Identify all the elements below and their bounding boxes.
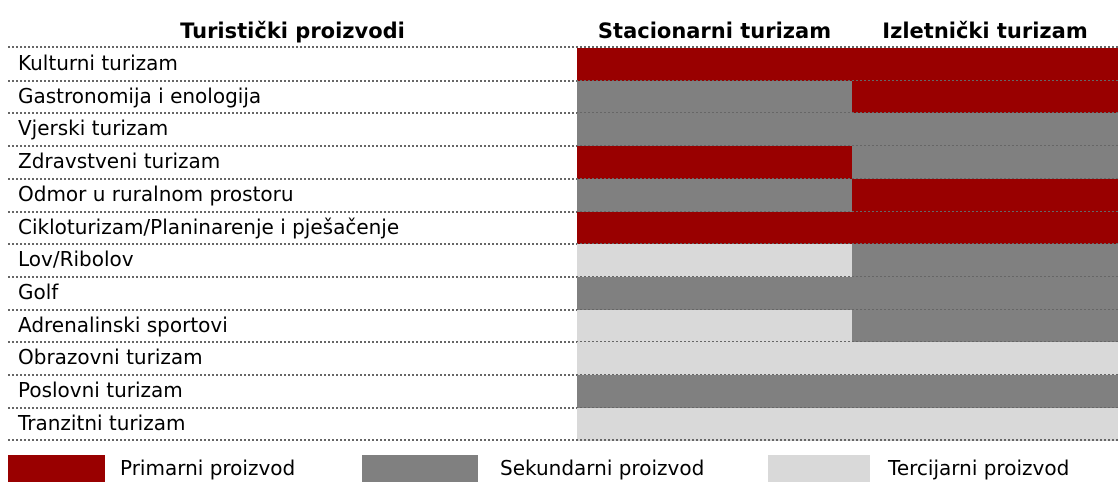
legend-label: Primarni proizvod xyxy=(120,456,296,480)
row-label: Lov/Ribolov xyxy=(18,247,134,272)
row-separator xyxy=(8,406,1118,409)
cell xyxy=(577,375,852,409)
cell xyxy=(852,146,1118,180)
row-separator xyxy=(8,177,1118,180)
cell xyxy=(577,48,852,82)
row-label: Odmor u ruralnom prostoru xyxy=(18,181,294,206)
cell xyxy=(577,276,852,311)
row-label: Gastronomija i enologija xyxy=(18,83,262,108)
row-label: Zdravstveni turizam xyxy=(18,149,221,174)
row-separator xyxy=(8,439,1118,442)
cell xyxy=(577,211,852,245)
cell xyxy=(577,146,852,180)
cell xyxy=(852,407,1118,441)
cell xyxy=(577,178,852,212)
row-separator xyxy=(8,145,1118,148)
cell xyxy=(852,309,1118,343)
cell xyxy=(577,113,852,147)
header-cell: Turistički proizvodi xyxy=(180,19,405,43)
cell xyxy=(852,113,1118,147)
row-label: Obrazovni turizam xyxy=(18,345,203,370)
row-separator xyxy=(8,46,1118,48)
cell xyxy=(577,309,852,343)
row-label: Golf xyxy=(18,279,59,304)
cell xyxy=(577,80,852,114)
row-separator xyxy=(8,374,1118,376)
row-label: Adrenalinski sportovi xyxy=(18,312,228,337)
row-separator xyxy=(8,275,1118,278)
legend-swatch xyxy=(768,455,870,482)
cell xyxy=(852,342,1118,376)
cell xyxy=(852,80,1118,114)
row-label: Kulturni turizam xyxy=(18,51,178,75)
cell xyxy=(577,407,852,441)
row-label: Tranzitni turizam xyxy=(18,410,186,435)
row-label: Vjerski turizam xyxy=(18,116,169,141)
legend-label: Tercijarni proizvod xyxy=(888,456,1070,480)
cell xyxy=(852,211,1118,245)
row-separator xyxy=(8,341,1118,344)
legend-swatch xyxy=(8,455,105,482)
cell xyxy=(852,375,1118,409)
row-separator xyxy=(8,308,1118,311)
row-separator xyxy=(8,79,1118,82)
cell xyxy=(852,244,1118,278)
row-separator xyxy=(8,243,1118,246)
cell xyxy=(852,178,1118,212)
row-label: Poslovni turizam xyxy=(18,378,183,402)
legend-label: Sekundarni proizvod xyxy=(500,456,705,480)
row-label: Cikloturizam/Planinarenje i pješačenje xyxy=(18,214,400,239)
cell xyxy=(852,48,1118,82)
row-separator xyxy=(8,112,1118,115)
cell xyxy=(577,342,852,376)
cell xyxy=(577,244,852,278)
row-separator xyxy=(8,210,1118,213)
header-cell: Stacionarni turizam xyxy=(597,19,832,43)
header-cell: Izletnički turizam xyxy=(882,19,1088,43)
legend-swatch xyxy=(362,455,478,482)
cell xyxy=(852,276,1118,311)
